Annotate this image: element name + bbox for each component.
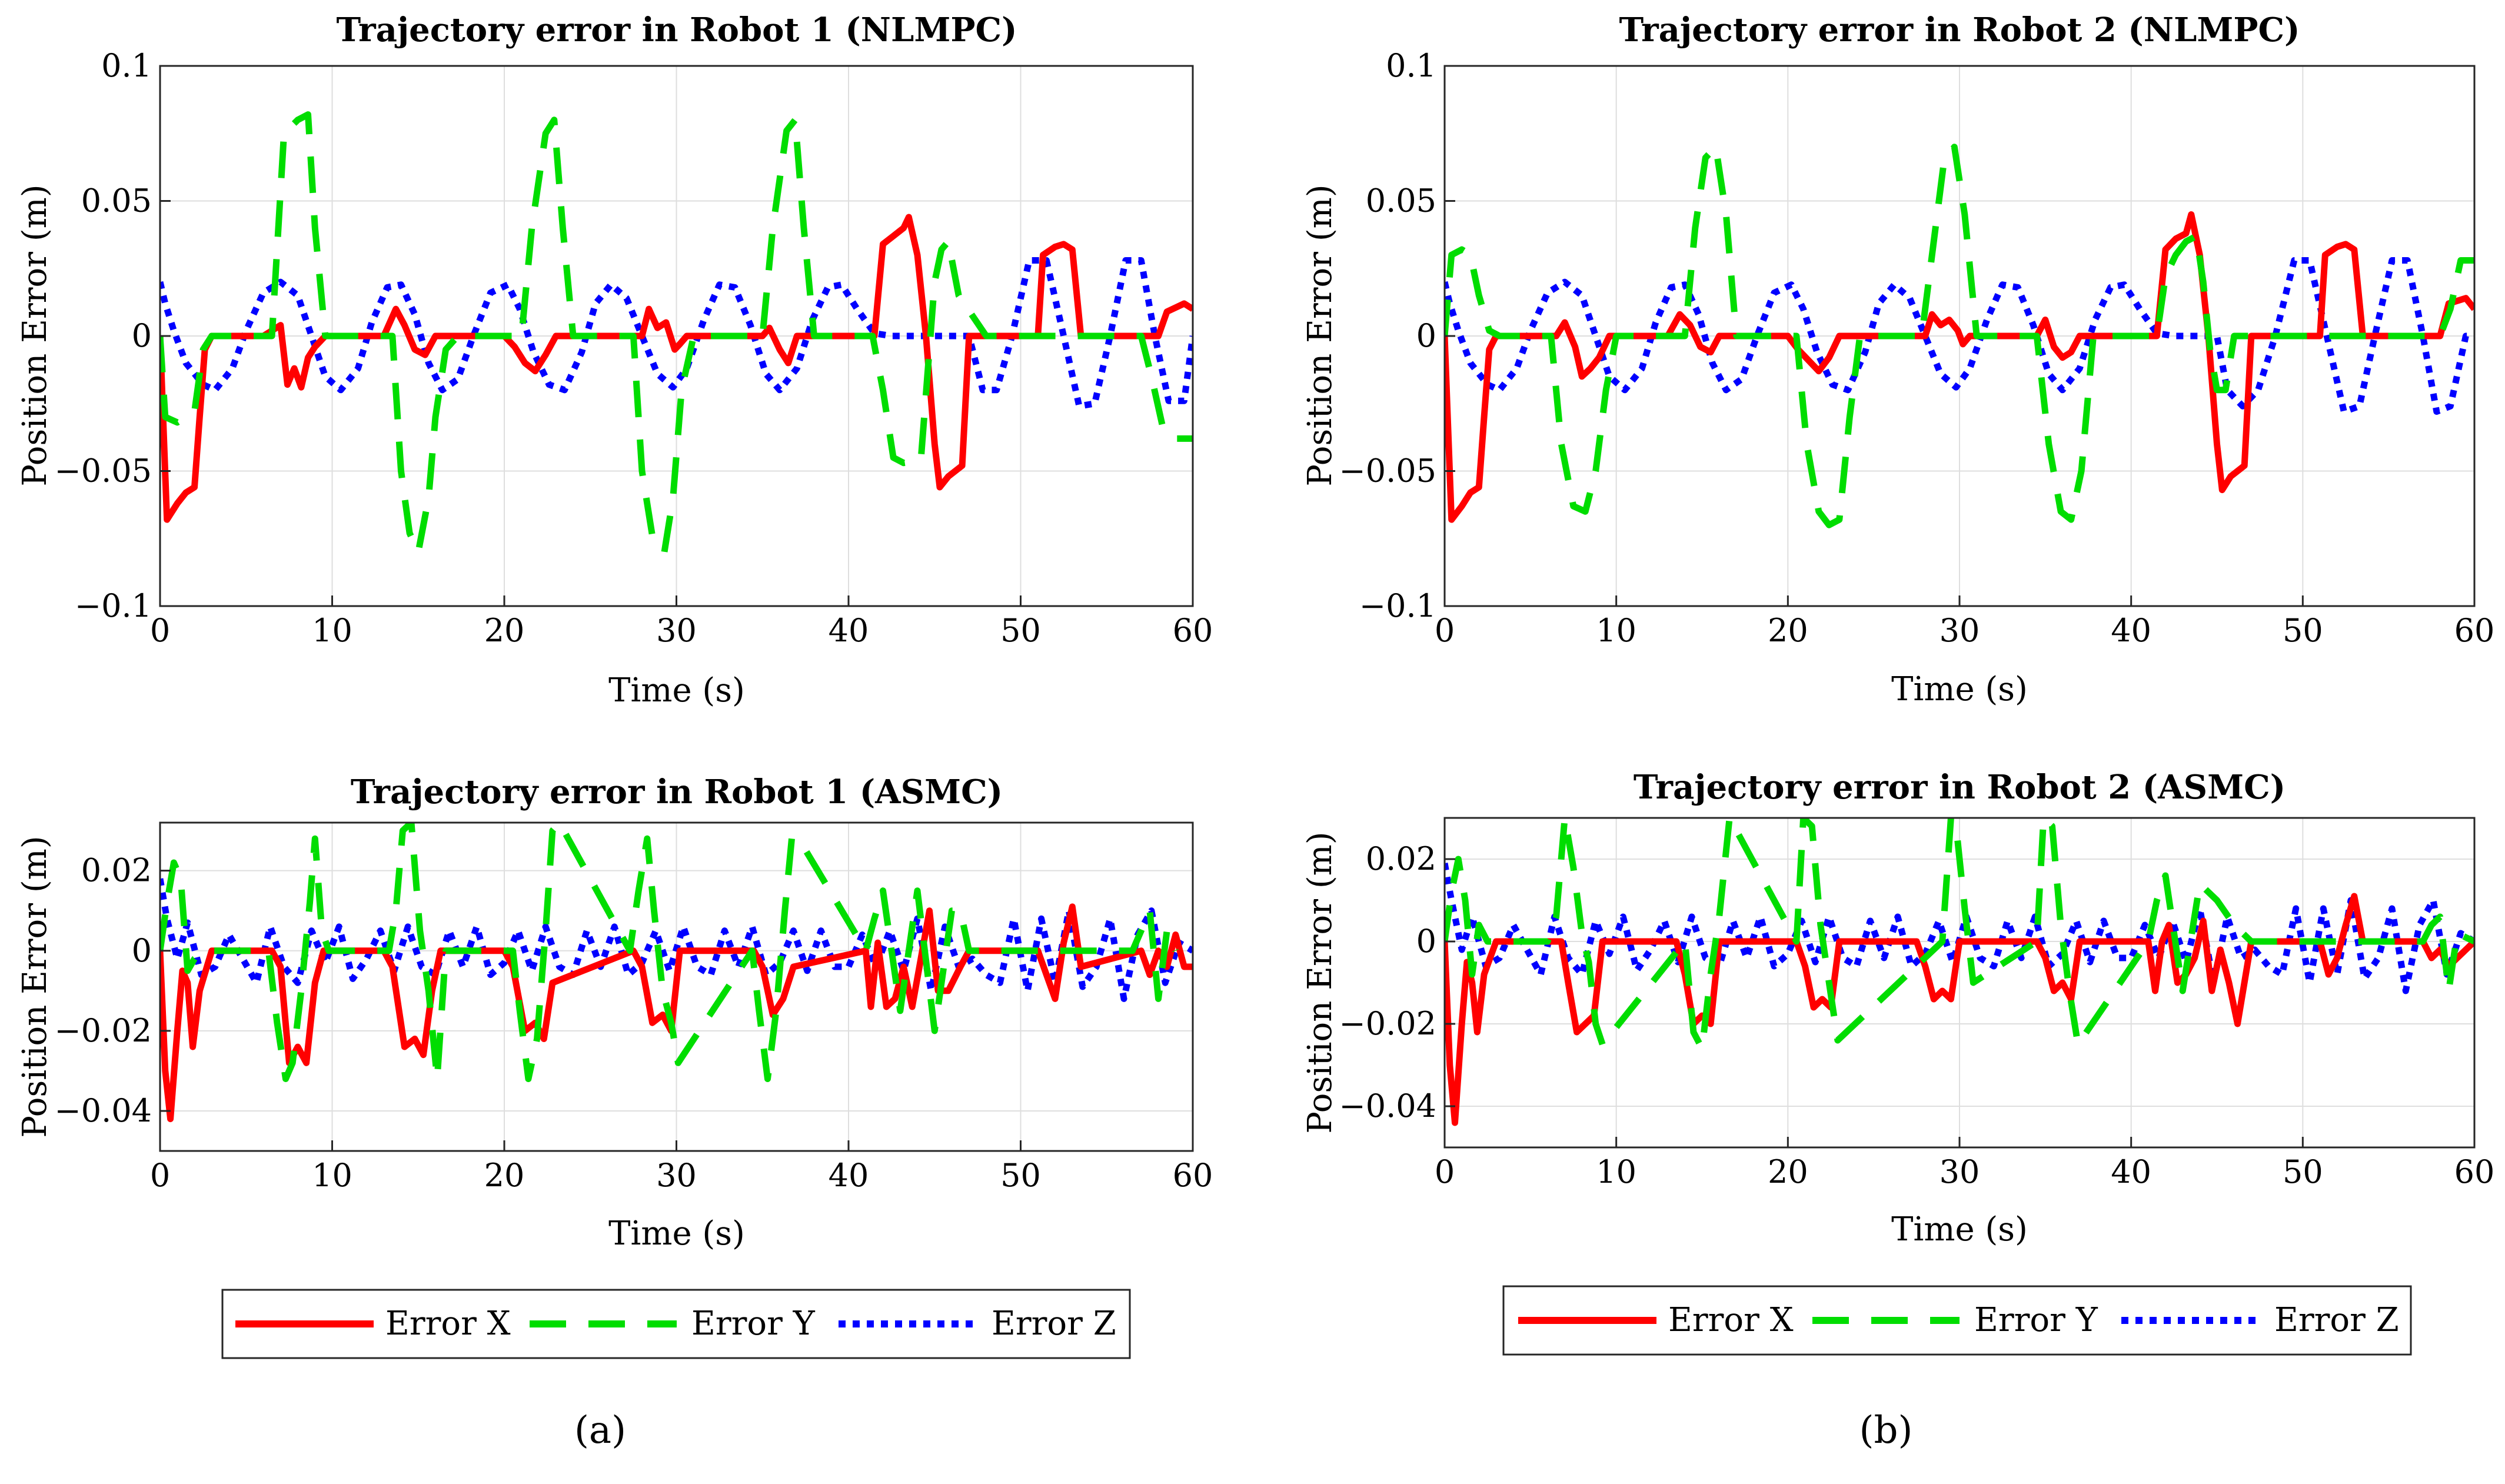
chart-robot1-asmc: Trajectory error in Robot 1 (ASMC) −0.04… <box>16 773 1213 1253</box>
y-axis-label: Position Error (m) <box>1301 831 1339 1133</box>
x-tick-label: 40 <box>829 1157 869 1194</box>
panel-label-a: (a) <box>574 1409 626 1452</box>
chart-title: Trajectory error in Robot 1 (NLMPC) <box>336 11 1017 49</box>
y-tick-label: −0.02 <box>1339 1005 1436 1042</box>
series-line-error-z <box>160 878 1193 1002</box>
x-tick-label: 50 <box>1000 612 1041 649</box>
x-tick-label: 30 <box>656 1157 697 1194</box>
chart-robot2-nlmpc: Trajectory error in Robot 2 (NLMPC) −0.1… <box>1301 11 2494 708</box>
x-tick-label: 10 <box>312 612 352 649</box>
x-tick-label: 0 <box>150 1157 170 1194</box>
series-line-error-y <box>1445 818 2474 1052</box>
x-tick-label: 40 <box>2111 612 2151 649</box>
y-tick-label: −0.05 <box>1339 452 1436 490</box>
chart-title: Trajectory error in Robot 1 (ASMC) <box>351 773 1003 811</box>
y-axis-label: Position Error (m) <box>16 836 54 1137</box>
legend-label-error-z: Error Z <box>992 1305 1116 1343</box>
series-line-error-x <box>1445 211 2474 523</box>
y-tick-label: −0.1 <box>75 587 152 624</box>
y-ticks: −0.04 −0.02 0 0.02 <box>1339 840 1455 1124</box>
chart-robot1-nlmpc: Trajectory error in Robot 1 (NLMPC) −0.1… <box>16 11 1213 710</box>
y-tick-label: −0.05 <box>55 452 152 490</box>
y-tick-label: −0.04 <box>1339 1087 1436 1124</box>
legend-label-error-y: Error Y <box>1974 1301 2098 1339</box>
x-ticks: 0 10 20 30 40 50 60 <box>150 595 1213 649</box>
y-ticks: −0.04 −0.02 0 0.02 <box>55 852 171 1129</box>
y-tick-label: 0.02 <box>1366 840 1436 877</box>
y-tick-label: 0 <box>132 317 152 354</box>
x-tick-label: 40 <box>2111 1153 2151 1190</box>
x-ticks: 0 10 20 30 40 50 60 <box>1435 1137 2495 1190</box>
plot-area <box>1445 144 2474 528</box>
y-axis-label: Position Error (m) <box>16 184 54 486</box>
x-tick-label: 30 <box>1940 1153 1980 1190</box>
x-tick-label: 20 <box>484 1157 525 1194</box>
x-tick-label: 10 <box>312 1157 352 1194</box>
y-tick-label: −0.02 <box>55 1012 152 1049</box>
legend-label-error-x: Error X <box>1668 1301 1794 1339</box>
y-tick-label: 0 <box>132 932 152 969</box>
x-axis-label: Time (s) <box>608 671 745 710</box>
legend-b: Error X Error Y Error Z <box>1502 1285 2412 1356</box>
x-tick-label: 0 <box>1435 1153 1455 1190</box>
y-tick-label: 0 <box>1416 923 1436 960</box>
plot-area <box>160 111 1193 555</box>
series-line-error-x <box>160 214 1193 523</box>
y-tick-label: 0.1 <box>101 47 152 84</box>
legend-label-error-x: Error X <box>385 1305 511 1343</box>
panel-label-b: (b) <box>1859 1409 1913 1452</box>
x-tick-label: 50 <box>1000 1157 1041 1194</box>
y-tick-label: 0 <box>1416 317 1436 354</box>
y-tick-label: 0.02 <box>81 852 152 889</box>
x-tick-label: 20 <box>1768 612 1808 649</box>
x-tick-label: 30 <box>1940 612 1980 649</box>
series-line-error-x <box>1445 893 2474 1126</box>
plot-area <box>1445 818 2474 1126</box>
x-tick-label: 30 <box>656 612 697 649</box>
x-axis-label: Time (s) <box>1891 1210 2028 1249</box>
y-axis-label: Position Error (m) <box>1301 184 1339 486</box>
chart-robot2-asmc: Trajectory error in Robot 2 (ASMC) −0.04… <box>1301 768 2494 1249</box>
x-tick-label: 60 <box>1173 612 1213 649</box>
legend-label-error-y: Error Y <box>691 1305 816 1343</box>
x-tick-label: 60 <box>2454 612 2495 649</box>
series-line-error-y <box>160 823 1179 1082</box>
y-ticks: −0.1 −0.05 0 0.05 0.1 <box>1339 47 1455 624</box>
y-tick-label: 0.05 <box>1366 182 1436 219</box>
plot-area <box>160 823 1193 1123</box>
legend-label-error-z: Error Z <box>2274 1301 2399 1339</box>
x-ticks: 0 10 20 30 40 50 60 <box>150 1140 1213 1194</box>
legend-a: Error X Error Y Error Z <box>221 1289 1131 1359</box>
x-tick-label: 60 <box>1173 1157 1213 1194</box>
x-tick-label: 50 <box>2283 612 2323 649</box>
y-ticks: −0.1 −0.05 0 0.05 0.1 <box>55 47 171 624</box>
x-axis-label: Time (s) <box>1891 670 2028 708</box>
x-tick-label: 0 <box>1435 612 1455 649</box>
x-ticks: 0 10 20 30 40 50 60 <box>1435 595 2495 649</box>
y-tick-label: −0.04 <box>55 1092 152 1129</box>
x-tick-label: 20 <box>484 612 525 649</box>
y-tick-label: 0.05 <box>81 182 152 219</box>
chart-title: Trajectory error in Robot 2 (ASMC) <box>1634 768 2286 807</box>
x-tick-label: 10 <box>1596 1153 1636 1190</box>
series-line-error-z <box>1445 257 2474 415</box>
chart-title: Trajectory error in Robot 2 (NLMPC) <box>1619 11 2300 49</box>
y-tick-label: −0.1 <box>1359 587 1436 624</box>
x-tick-label: 40 <box>829 612 869 649</box>
x-tick-label: 20 <box>1768 1153 1808 1190</box>
y-tick-label: 0.1 <box>1386 47 1436 84</box>
x-axis-label: Time (s) <box>608 1215 745 1253</box>
series-line-error-x <box>160 903 1193 1123</box>
series-line-error-y <box>160 111 1193 555</box>
x-tick-label: 50 <box>2283 1153 2323 1190</box>
x-tick-label: 60 <box>2454 1153 2495 1190</box>
x-tick-label: 10 <box>1596 612 1636 649</box>
x-tick-label: 0 <box>150 612 170 649</box>
